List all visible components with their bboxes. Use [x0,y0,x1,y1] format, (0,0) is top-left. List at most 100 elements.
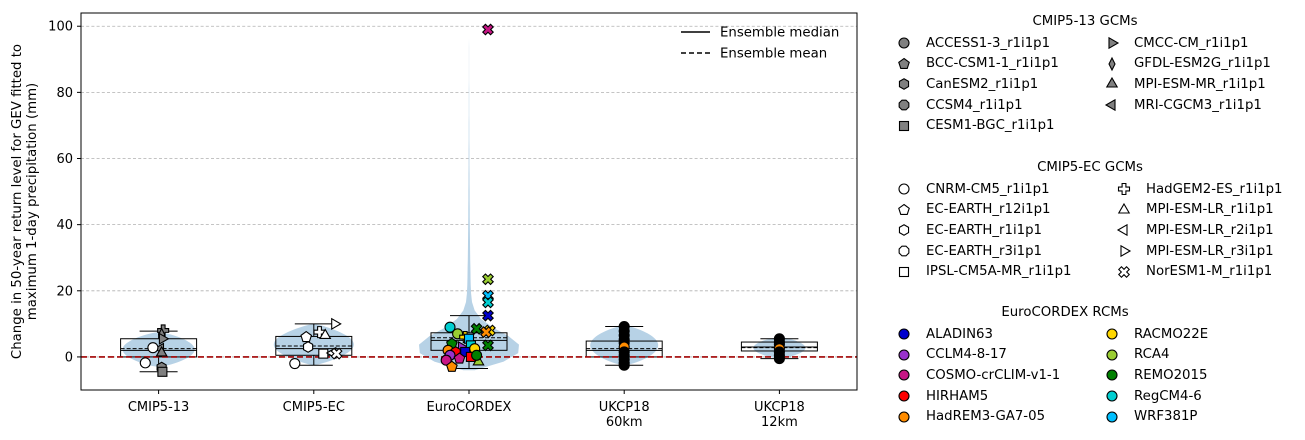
legend-item-label: CCSM4_r1i1p1 [926,97,1023,113]
legend-marker [1120,244,1132,258]
legend-marker [898,120,910,131]
y-axis-label: Change in 50-year return level for GEV f… [10,44,40,359]
circle-marker-icon [898,369,910,381]
square-marker-icon [898,120,910,131]
legend-item-label: COSMO-crCLIM-v1-1 [926,367,1061,383]
legend-item-label: ACCESS1-3_r1i1p1 [926,35,1051,51]
legend-item: HadREM3-GA7-05 [896,407,1045,427]
triangle-right-marker-icon [1120,244,1132,258]
violin-2 [419,29,519,371]
legend-item-label: RCA4 [1134,347,1170,363]
legend-item: REMO2015 [1104,365,1207,385]
y-tick-label: 40 [56,218,73,233]
circle-marker-icon [898,328,910,340]
legend-item: MPI-ESM-MR_r1i1p1 [1104,74,1266,94]
square-marker-icon [898,266,910,277]
legend-marker [898,328,910,340]
legend-marker [1106,390,1118,402]
data-point [470,322,483,335]
legend-marker [898,203,910,215]
legend-marker [898,78,910,91]
triangle-up-marker-icon [1105,77,1119,88]
circle-marker-icon [898,349,910,361]
legend-marker [1106,411,1118,423]
legend-item-label: CNRM-CM5_r1i1p1 [926,181,1050,197]
x-cross-marker-icon [1117,265,1131,278]
y-tick-label: 20 [56,284,73,299]
legend-item: CESM1-BGC_r1i1p1 [896,116,1055,136]
legend-marker [1108,36,1120,50]
legend-marker [898,266,910,277]
legend-item: ALADIN63 [896,324,993,344]
legend-marker [1106,328,1118,340]
triangle-right-marker-icon [1108,36,1120,50]
circle-marker-icon [1106,328,1118,340]
x-tick-label: CMIP5-13 [128,400,189,415]
inner-legend-label: Ensemble mean [720,47,827,62]
data-point [319,328,332,339]
legend-item-label: RACMO22E [1134,326,1209,342]
legend-item: COSMO-crCLIM-v1-1 [896,365,1060,385]
data-point [303,341,314,353]
data-point [446,360,458,372]
hexagon-marker-icon [898,78,910,91]
legend-item: CCLM4-8-17 [896,345,1007,365]
data-point [155,345,168,357]
legend-item: WRF381P [1104,407,1197,427]
legend-marker [898,369,910,381]
legend-marker [1117,202,1131,214]
legend-marker [898,245,910,257]
circle-marker-icon [1106,411,1118,423]
pentagon-marker-icon [898,57,910,69]
legend-marker [1117,182,1131,196]
octagon-marker-icon [898,245,910,257]
data-point [157,366,168,377]
legend-item: NorESM1-M_r1i1p1 [1116,262,1272,282]
x-tick-label: EuroCORDEX [427,400,512,415]
legend-item-label: MPI-ESM-LR_r3i1p1 [1146,243,1274,259]
legend-item: CMCC-CM_r1i1p1 [1104,33,1249,53]
legend-item: HIRHAM5 [896,386,988,406]
y-tick-label: 80 [56,86,73,101]
data-point [444,321,456,333]
data-point [471,349,483,361]
y-tick-label: 0 [65,350,73,365]
legend-item-label: IPSL-CM5A-MR_r1i1p1 [926,264,1072,280]
legend-item: GFDL-ESM2G_r1i1p1 [1104,54,1271,74]
data-point [300,330,313,343]
circle-marker-icon [898,37,910,49]
data-point [158,332,170,345]
x-tick-label: UKCP18 [754,400,805,415]
legend-item: EC-EARTH_r12i1p1 [896,200,1050,220]
legend-item-label: GFDL-ESM2G_r1i1p1 [1134,56,1271,72]
legend-marker [1117,265,1131,278]
hexagon-marker-icon [898,224,910,237]
inner-legend-label: Ensemble median [720,26,839,41]
circle-marker-icon [1106,390,1118,402]
legend-marker [898,349,910,361]
x-tick-label: UKCP18 [599,400,650,415]
pentagon-marker-icon [898,203,910,215]
legend-item-label: CESM1-BGC_r1i1p1 [926,118,1055,134]
legend-marker [1104,98,1116,112]
legend-group-title: EuroCORDEX RCMs [1001,305,1129,320]
legend-item: RegCM4-6 [1104,386,1202,406]
data-point [147,342,159,354]
triangle-left-marker-icon [1104,98,1116,112]
legend-item-label: CCLM4-8-17 [926,347,1007,363]
y-tick-label: 60 [56,152,73,167]
data-point [331,317,342,331]
legend-item-label: EC-EARTH_r1i1p1 [926,222,1043,238]
legend-marker [898,99,910,111]
legend-item: CCSM4_r1i1p1 [896,95,1023,115]
data-point [480,326,493,339]
x-tick-label: 60km [606,415,643,430]
legend-item: ACCESS1-3_r1i1p1 [896,33,1050,53]
legend-item: MPI-ESM-LR_r1i1p1 [1116,200,1274,220]
legend-item-label: MPI-ESM-LR_r1i1p1 [1146,202,1274,218]
legend-item: MRI-CGCM3_r1i1p1 [1104,95,1262,115]
legend-item: MPI-ESM-LR_r2i1p1 [1116,220,1274,240]
legend-marker [898,411,910,423]
legend-marker [1105,77,1119,88]
